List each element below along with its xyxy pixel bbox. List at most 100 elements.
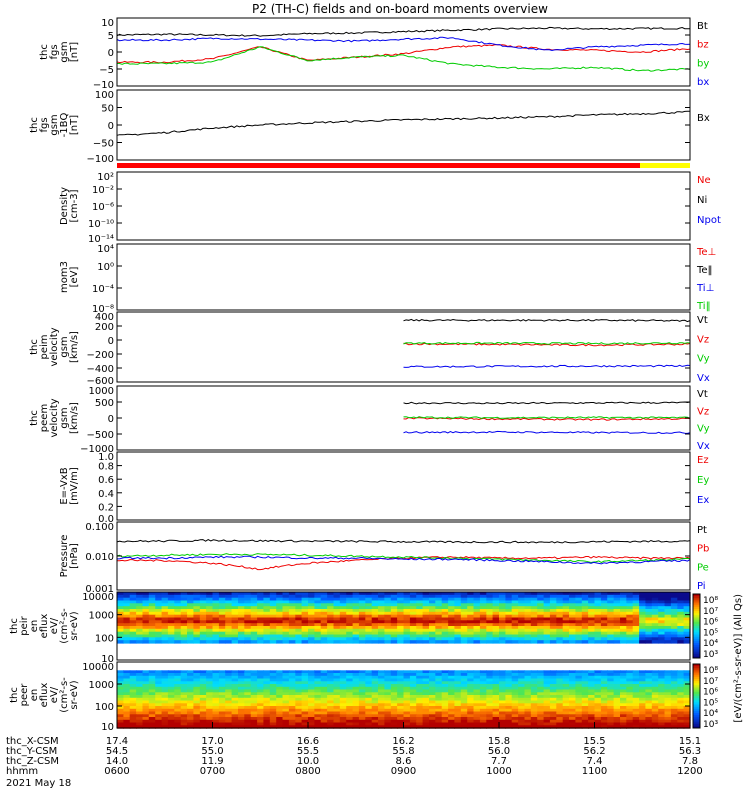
spectrogram-cell	[238, 697, 245, 702]
spectrogram-cell	[333, 592, 341, 596]
spectrogram-cell	[193, 700, 201, 704]
spectrogram-cell	[658, 719, 666, 724]
spectrogram-cell	[333, 675, 341, 680]
spectrogram-cell	[320, 725, 328, 729]
spectrogram-cell	[136, 708, 144, 713]
spectrogram-cell	[492, 714, 500, 718]
spectrogram-cell	[371, 700, 379, 704]
spectrogram-cell	[365, 689, 373, 693]
spectrogram-cell	[244, 722, 252, 726]
spectrogram-cell	[581, 620, 589, 624]
spectrogram-cell	[575, 695, 583, 699]
spectrogram-cell	[238, 594, 245, 599]
spectrogram-cell	[212, 631, 220, 636]
spectrogram-cell	[632, 675, 640, 680]
spectrogram-cell	[416, 626, 424, 630]
spectrogram-cell	[524, 597, 532, 602]
spectrogram-cell	[556, 717, 564, 721]
spectrogram-cell	[282, 706, 290, 710]
spectrogram-cell	[218, 611, 226, 616]
spectrogram-cell	[588, 684, 596, 688]
spectrogram-cell	[562, 594, 570, 599]
spectrogram-cell	[670, 711, 678, 715]
spectrogram-cell	[448, 592, 456, 596]
spectrogram-cell	[664, 703, 672, 707]
spectrogram-cell	[269, 717, 277, 721]
spectrogram-cell	[371, 603, 379, 607]
spectrogram-cell	[524, 670, 532, 674]
spectrogram-cell	[403, 617, 411, 621]
spectrogram-cell	[250, 717, 258, 721]
spectrogram-cell	[613, 703, 621, 707]
spectrogram-cell	[352, 603, 360, 607]
spectrogram-cell	[129, 692, 137, 696]
spectrogram-cell	[301, 626, 309, 630]
spectrogram-cell	[263, 725, 271, 729]
spectrogram-cell	[276, 675, 284, 680]
y-tick-label: 10⁰	[97, 262, 114, 273]
y-tick-label: 0.010	[85, 552, 114, 563]
spectrogram-cell	[384, 711, 392, 715]
spectrogram-cell	[378, 689, 385, 693]
spectrogram-cell	[511, 606, 519, 610]
spectrogram-cell	[384, 614, 392, 619]
spectrogram-cell	[518, 675, 526, 680]
spectrogram-cell	[569, 697, 576, 702]
spectrogram-cell	[581, 719, 589, 724]
colorbar-swatch	[693, 611, 700, 614]
spectrogram-cell	[524, 703, 532, 707]
spectrogram-cell	[218, 703, 226, 707]
spectrogram-cell	[505, 631, 513, 636]
spectrogram-cell	[556, 620, 564, 624]
spectrogram-cell	[218, 617, 226, 621]
spectrogram-cell	[683, 603, 691, 607]
spectrogram-cell	[441, 703, 449, 707]
spectrogram-cell	[269, 684, 277, 688]
spectrogram-cell	[569, 592, 576, 596]
spectrogram-cell	[148, 725, 156, 729]
spectrogram-cell	[416, 678, 424, 682]
spectrogram-cell	[518, 681, 526, 685]
spectrogram-cell	[530, 637, 538, 641]
spectrogram-cell	[549, 617, 557, 621]
spectrogram-cell	[314, 594, 322, 599]
spectrogram-cell	[556, 670, 564, 674]
spectrogram-cell	[308, 689, 315, 693]
spectrogram-cell	[435, 637, 443, 641]
spectrogram-cell	[511, 725, 519, 729]
spectrogram-cell	[613, 700, 621, 704]
spectrogram-cell	[677, 717, 685, 721]
spectrogram-cell	[569, 717, 576, 721]
spectrogram-cell	[339, 697, 347, 702]
spectrogram-cell	[282, 626, 290, 630]
spectrogram-cell	[238, 708, 245, 713]
spectrogram-cell	[199, 684, 207, 688]
spectrogram-cell	[454, 708, 462, 713]
spectrogram-cell	[358, 634, 366, 638]
spectrogram-cell	[594, 626, 602, 630]
spectrogram-cell	[314, 673, 322, 677]
spectrogram-cell	[594, 620, 602, 624]
spectrogram-cell	[473, 592, 481, 596]
spectrogram-cell	[645, 594, 653, 599]
spectrogram-cell	[263, 628, 271, 633]
spectrogram-cell	[448, 703, 456, 707]
spectrogram-cell	[295, 611, 303, 616]
colorbar-swatch	[693, 634, 700, 638]
spectrogram-cell	[620, 606, 627, 610]
spectrogram-cell	[562, 617, 570, 621]
spectrogram-cell	[180, 711, 188, 715]
spectrogram-cell	[142, 631, 150, 636]
spectrogram-cell	[167, 689, 175, 693]
spectrogram-cell	[620, 611, 627, 616]
time-axis-value: 0800	[295, 766, 320, 777]
spectrogram-cell	[148, 631, 156, 636]
spectrogram-cell	[231, 628, 239, 633]
spectrogram-cell	[206, 603, 214, 607]
spectrogram-cell	[136, 722, 144, 726]
spectrogram-cell	[460, 592, 468, 596]
spectrogram-cell	[658, 708, 666, 713]
spectrogram-cell	[263, 675, 271, 680]
spectrogram-cell	[492, 626, 500, 630]
spectrogram-cell	[473, 623, 481, 627]
